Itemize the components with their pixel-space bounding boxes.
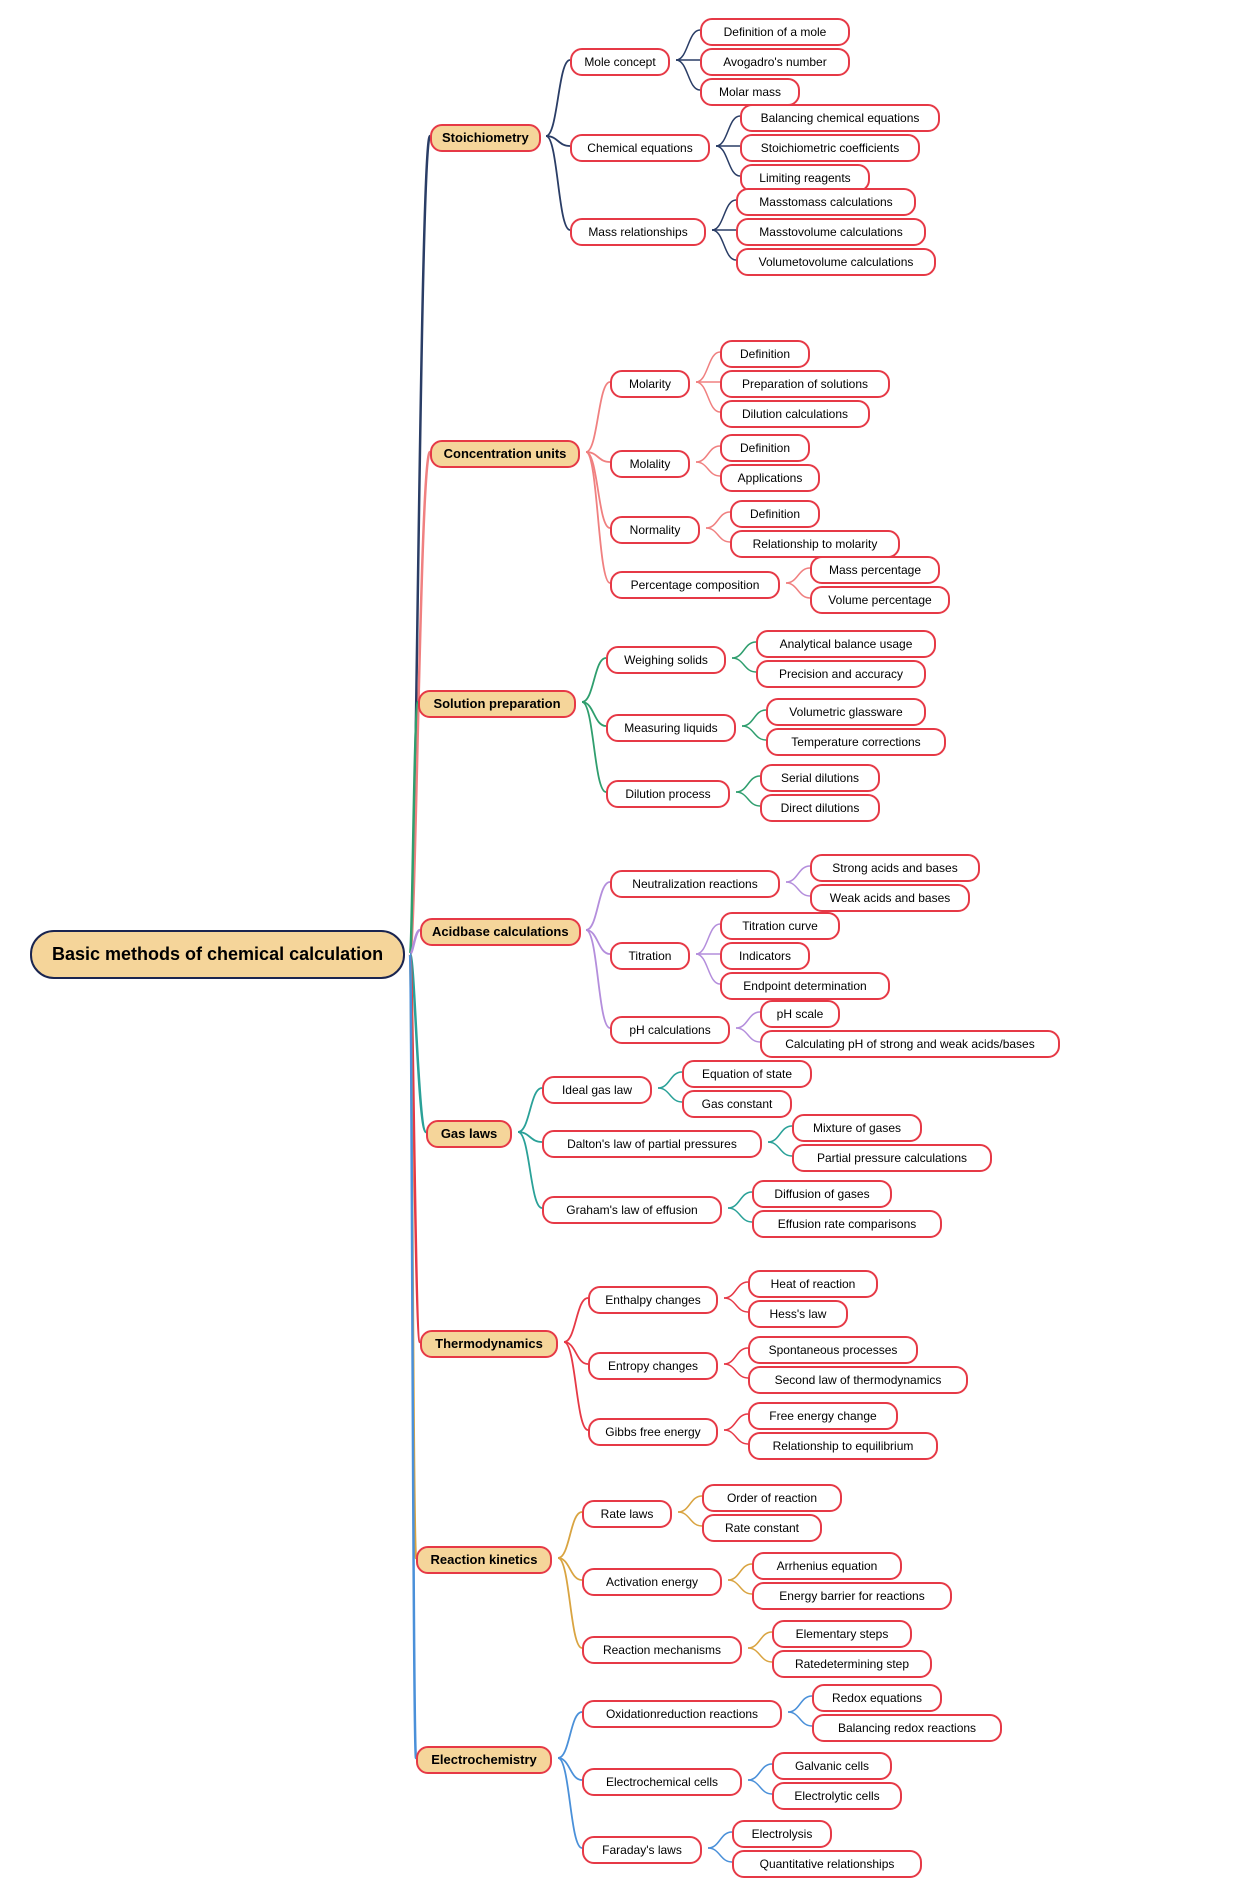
- l2-node: Entropy changes: [588, 1352, 718, 1380]
- l3-node: Mass percentage: [810, 556, 940, 584]
- l3-node: Avogadro's number: [700, 48, 850, 76]
- l3-node: Equation of state: [682, 1060, 812, 1088]
- l3-node: Heat of reaction: [748, 1270, 878, 1298]
- l3-node: Gas constant: [682, 1090, 792, 1118]
- l2-node: Molality: [610, 450, 690, 478]
- l3-node: Relationship to equilibrium: [748, 1432, 938, 1460]
- l1-node: Thermodynamics: [420, 1330, 558, 1358]
- l3-node: Analytical balance usage: [756, 630, 936, 658]
- l3-node: Ratedetermining step: [772, 1650, 932, 1678]
- l2-node: Titration: [610, 942, 690, 970]
- l2-node: Neutralization reactions: [610, 870, 780, 898]
- l3-node: Relationship to molarity: [730, 530, 900, 558]
- l3-node: Masstovolume calculations: [736, 218, 926, 246]
- l3-node: Rate constant: [702, 1514, 822, 1542]
- l2-node: Graham's law of effusion: [542, 1196, 722, 1224]
- l3-node: Arrhenius equation: [752, 1552, 902, 1580]
- l3-node: Spontaneous processes: [748, 1336, 918, 1364]
- l2-node: Rate laws: [582, 1500, 672, 1528]
- l2-node: Weighing solids: [606, 646, 726, 674]
- l2-node: Gibbs free energy: [588, 1418, 718, 1446]
- l3-node: Balancing chemical equations: [740, 104, 940, 132]
- l3-node: Effusion rate comparisons: [752, 1210, 942, 1238]
- l3-node: Definition of a mole: [700, 18, 850, 46]
- l3-node: Precision and accuracy: [756, 660, 926, 688]
- l3-node: Molar mass: [700, 78, 800, 106]
- l2-node: Reaction mechanisms: [582, 1636, 742, 1664]
- l2-node: Measuring liquids: [606, 714, 736, 742]
- l3-node: Indicators: [720, 942, 810, 970]
- l2-node: Dalton's law of partial pressures: [542, 1130, 762, 1158]
- l1-node: Solution preparation: [418, 690, 576, 718]
- l2-node: Molarity: [610, 370, 690, 398]
- l3-node: Galvanic cells: [772, 1752, 892, 1780]
- l3-node: Partial pressure calculations: [792, 1144, 992, 1172]
- l2-node: Enthalpy changes: [588, 1286, 718, 1314]
- l3-node: pH scale: [760, 1000, 840, 1028]
- l2-node: Dilution process: [606, 780, 730, 808]
- l3-node: Order of reaction: [702, 1484, 842, 1512]
- l1-node: Concentration units: [430, 440, 580, 468]
- l1-node: Stoichiometry: [430, 124, 541, 152]
- l3-node: Redox equations: [812, 1684, 942, 1712]
- l3-node: Endpoint determination: [720, 972, 890, 1000]
- l2-node: Electrochemical cells: [582, 1768, 742, 1796]
- l2-node: Ideal gas law: [542, 1076, 652, 1104]
- l3-node: Direct dilutions: [760, 794, 880, 822]
- l3-node: Diffusion of gases: [752, 1180, 892, 1208]
- l3-node: Strong acids and bases: [810, 854, 980, 882]
- l1-node: Electrochemistry: [416, 1746, 552, 1774]
- l3-node: Volumetovolume calculations: [736, 248, 936, 276]
- l3-node: Second law of thermodynamics: [748, 1366, 968, 1394]
- l3-node: Dilution calculations: [720, 400, 870, 428]
- l3-node: Temperature corrections: [766, 728, 946, 756]
- l3-node: Hess's law: [748, 1300, 848, 1328]
- l3-node: Volume percentage: [810, 586, 950, 614]
- l3-node: Energy barrier for reactions: [752, 1582, 952, 1610]
- l3-node: Serial dilutions: [760, 764, 880, 792]
- l3-node: Definition: [720, 340, 810, 368]
- l3-node: Volumetric glassware: [766, 698, 926, 726]
- l3-node: Definition: [720, 434, 810, 462]
- root-node: Basic methods of chemical calculation: [30, 930, 405, 979]
- l3-node: Electrolytic cells: [772, 1782, 902, 1810]
- l3-node: Free energy change: [748, 1402, 898, 1430]
- l1-node: Gas laws: [426, 1120, 512, 1148]
- l3-node: Masstomass calculations: [736, 188, 916, 216]
- l3-node: Quantitative relationships: [732, 1850, 922, 1878]
- l3-node: Calculating pH of strong and weak acids/…: [760, 1030, 1060, 1058]
- l3-node: Weak acids and bases: [810, 884, 970, 912]
- l3-node: Balancing redox reactions: [812, 1714, 1002, 1742]
- l3-node: Definition: [730, 500, 820, 528]
- l3-node: Stoichiometric coefficients: [740, 134, 920, 162]
- l1-node: Acidbase calculations: [420, 918, 581, 946]
- l3-node: Applications: [720, 464, 820, 492]
- l2-node: Chemical equations: [570, 134, 710, 162]
- l3-node: Electrolysis: [732, 1820, 832, 1848]
- l2-node: Mole concept: [570, 48, 670, 76]
- l2-node: Normality: [610, 516, 700, 544]
- l2-node: Oxidationreduction reactions: [582, 1700, 782, 1728]
- l2-node: Faraday's laws: [582, 1836, 702, 1864]
- l1-node: Reaction kinetics: [416, 1546, 552, 1574]
- l2-node: Activation energy: [582, 1568, 722, 1596]
- l2-node: Mass relationships: [570, 218, 706, 246]
- l3-node: Titration curve: [720, 912, 840, 940]
- l2-node: Percentage composition: [610, 571, 780, 599]
- l3-node: Preparation of solutions: [720, 370, 890, 398]
- l3-node: Elementary steps: [772, 1620, 912, 1648]
- l2-node: pH calculations: [610, 1016, 730, 1044]
- l3-node: Mixture of gases: [792, 1114, 922, 1142]
